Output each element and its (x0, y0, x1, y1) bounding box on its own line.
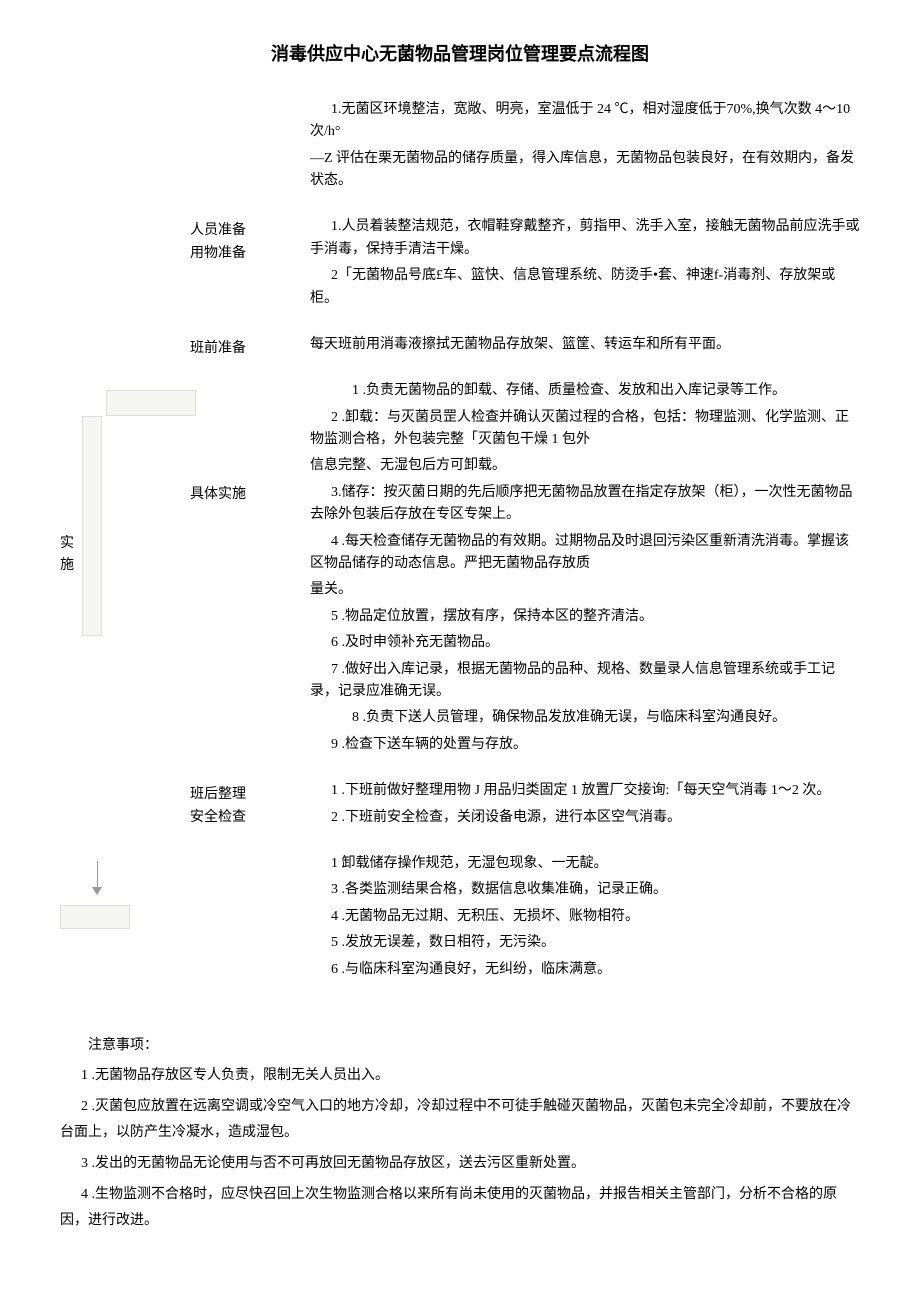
impl-text-8: 6 .及时申领补充无菌物品。 (310, 632, 860, 654)
quality-text-5: 6 .与临床科室沟通良好，无纠纷，临床满意。 (310, 959, 860, 981)
impl-text-7: 5 .物品定位放置，摆放有序，保持本区的整齐清洁。 (310, 606, 860, 628)
label-material-prep: 用物准备 (190, 243, 310, 265)
prep-text-2: 2「无菌物品号底£车、篮快、信息管理系统、防烫手•套、神速f-消毒剂、存放架或柜… (310, 265, 860, 310)
quality-text-1: 1 卸载储存操作规范，无湿包现象、一无靛。 (310, 853, 860, 875)
impl-text-4: 3.储存：按灭菌日期的先后顺序把无菌物品放置在指定存放架（柜），一次性无菌物品去… (310, 482, 860, 527)
notes-title: 注意事项： (60, 1035, 860, 1057)
impl-text-11: 9 .检查下送车辆的处置与存放。 (310, 734, 860, 756)
label-preshift: 班前准备 (190, 338, 310, 360)
flow-end-box (60, 905, 130, 929)
impl-text-2: 2 .卸载：与灭菌员罡人检查并确认灭菌过程的合格，包括：物理监测、化学监测、正物… (310, 407, 860, 452)
page-title: 消毒供应中心无菌物品管理岗位管理要点流程图 (60, 40, 860, 69)
preshift-text: 每天班前用消毒液擦拭无菌物品存放架、篮筐、转运车和所有平面。 (310, 334, 860, 356)
notes-section: 注意事项： 1 .无菌物品存放区专人负责，限制无关人员出入。 2 .灭菌包应放置… (60, 1035, 860, 1239)
section-implement: 实施 具体实施 1 .负责无菌物品的卸载、存储、质量检查、发放和出入库记录等工作… (60, 380, 860, 760)
env-text-1: 1.无菌区环境整洁，宽敞、明亮，室温低于 24 ℃，相对湿度低于70%,换气次数… (310, 99, 860, 144)
label-implement: 实施 (60, 533, 74, 578)
section-postshift: 班后整理 安全检查 1 .下班前做好整理用物 J 用品归类固定 1 放置厂交接询… (60, 780, 860, 833)
label-postshift: 班后整理 (190, 784, 310, 806)
impl-text-1: 1 .负责无菌物品的卸载、存储、质量检查、发放和出入库记录等工作。 (310, 380, 860, 402)
quality-text-2: 3 .各类监测结果合格，数据信息收集准确，记录正确。 (310, 879, 860, 901)
impl-text-10: 8 .负责下送人员管理，确保物品发放准确无误，与临床科室沟通良好。 (310, 707, 860, 729)
note-2: 2 .灭菌包应放置在远离空调或冷空气入口的地方冷却，冷却过程中不可徒手触碰灭菌物… (60, 1094, 860, 1147)
postshift-text-1: 1 .下班前做好整理用物 J 用品归类固定 1 放置厂交接询:「每天空气消毒 1… (310, 780, 860, 802)
arrow-down-icon (90, 861, 104, 901)
env-text-2: —Z 评估在栗无菌物品的储存质量，得入库信息，无菌物品包装良好，在有效期内，备发… (310, 148, 860, 193)
section-preshift: 班前准备 每天班前用消毒液擦拭无菌物品存放架、篮筐、转运车和所有平面。 (60, 334, 860, 360)
label-concrete-implement: 具体实施 (190, 484, 310, 506)
section-prep: 人员准备 用物准备 1.人员着装整洁规范，衣帽鞋穿戴整齐，剪指甲、洗手入室，接触… (60, 216, 860, 314)
note-1: 1 .无菌物品存放区专人负责，限制无关人员出入。 (60, 1063, 860, 1090)
impl-text-3: 信息完整、无湿包后方可卸载。 (310, 455, 860, 477)
impl-text-5: 4 .每天检查储存无菌物品的有效期。过期物品及时退回污染区重新清洗消毒。掌握该区… (310, 531, 860, 576)
section-quality: 1 卸载储存操作规范，无湿包现象、一无靛。 3 .各类监测结果合格，数据信息收集… (60, 853, 860, 985)
note-3: 3 .发出的无菌物品无论使用与否不可再放回无菌物品存放区，送去污区重新处置。 (60, 1151, 860, 1178)
impl-text-6: 量关。 (310, 579, 860, 601)
quality-text-4: 5 .发放无误差，数日相符，无污染。 (310, 932, 860, 954)
prep-text-1: 1.人员着装整洁规范，衣帽鞋穿戴整齐，剪指甲、洗手入室，接触无菌物品前应洗手或手… (310, 216, 860, 261)
flow-bar (82, 416, 102, 636)
postshift-text-2: 2 .下班前安全检查，关闭设备电源，进行本区空气消毒。 (310, 807, 860, 829)
note-4: 4 .生物监测不合格时，应尽快召回上次生物监测合格以来所有尚未使用的灭菌物品，并… (60, 1182, 860, 1235)
label-safety-check: 安全检查 (190, 807, 310, 829)
impl-text-9: 7 .做好出入库记录，根据无菌物品的品种、规格、数量录人信息管理系统或手工记录，… (310, 659, 860, 704)
label-person-prep: 人员准备 (190, 220, 310, 242)
flow-box-1 (106, 390, 196, 416)
main-content: 1.无菌区环境整洁，宽敞、明亮，室温低于 24 ℃，相对湿度低于70%,换气次数… (60, 99, 860, 1239)
section-environment: 1.无菌区环境整洁，宽敞、明亮，室温低于 24 ℃，相对湿度低于70%,换气次数… (60, 99, 860, 197)
quality-text-3: 4 .无菌物品无过期、无积压、无损坏、账物相符。 (310, 906, 860, 928)
